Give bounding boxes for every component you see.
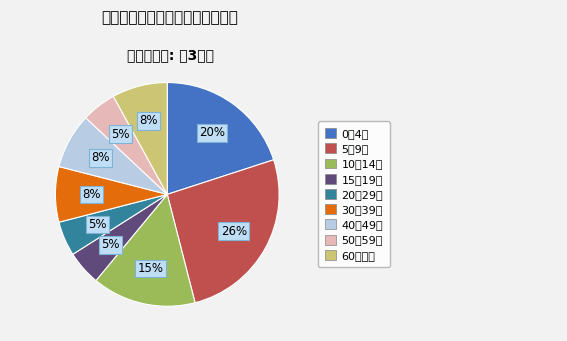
Wedge shape	[59, 194, 167, 254]
Text: 20%: 20%	[199, 126, 225, 139]
Wedge shape	[59, 118, 167, 194]
Text: （神奈川県: 第3週）: （神奈川県: 第3週）	[126, 48, 214, 62]
Text: 8%: 8%	[91, 151, 110, 164]
Legend: 0－4歳, 5－9歳, 10－14歳, 15－19歳, 20－29歳, 30－39歳, 40－49歳, 50－59歳, 60歳以上: 0－4歳, 5－9歳, 10－14歳, 15－19歳, 20－29歳, 30－3…	[318, 121, 390, 267]
Wedge shape	[56, 166, 167, 222]
Text: 15%: 15%	[138, 262, 164, 275]
Text: 8%: 8%	[82, 188, 100, 201]
Text: インフルエンザ年齢群別報告割合: インフルエンザ年齢群別報告割合	[101, 10, 239, 25]
Text: 8%: 8%	[139, 114, 158, 127]
Text: 5%: 5%	[111, 128, 130, 141]
Wedge shape	[73, 194, 167, 281]
Text: 5%: 5%	[88, 218, 107, 231]
Wedge shape	[167, 83, 274, 194]
Text: 5%: 5%	[101, 238, 120, 251]
Wedge shape	[96, 194, 195, 306]
Wedge shape	[113, 83, 167, 194]
Text: 26%: 26%	[221, 224, 247, 238]
Wedge shape	[86, 97, 167, 194]
Wedge shape	[167, 160, 279, 303]
